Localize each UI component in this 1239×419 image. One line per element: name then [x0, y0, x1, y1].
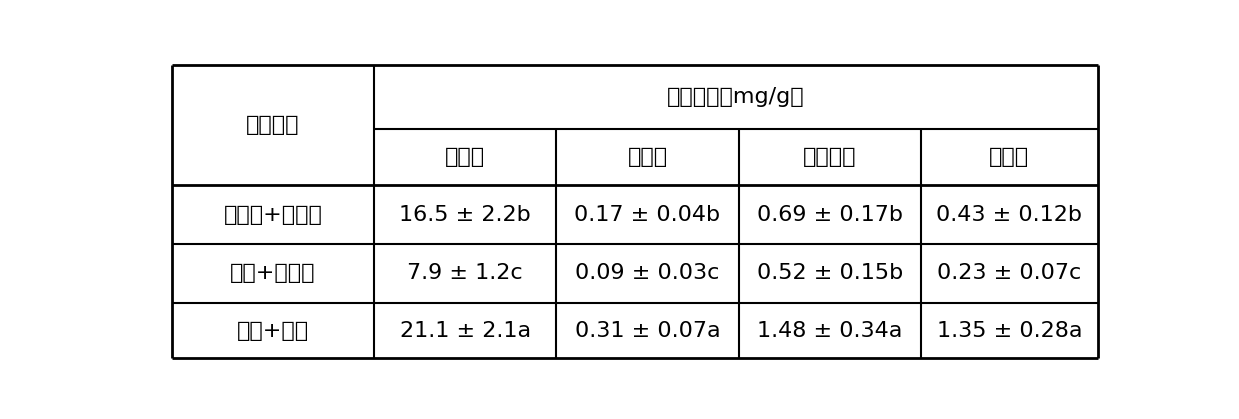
Text: 总黄酮: 总黄酮 [445, 147, 486, 167]
Text: 0.69 ± 0.17b: 0.69 ± 0.17b [757, 204, 903, 225]
Text: 处理方式: 处理方式 [247, 115, 300, 135]
Text: 0.09 ± 0.03c: 0.09 ± 0.03c [575, 263, 720, 283]
Text: 0.23 ± 0.07c: 0.23 ± 0.07c [937, 263, 1082, 283]
Text: 7.9 ± 1.2c: 7.9 ± 1.2c [408, 263, 523, 283]
Text: 21.1 ± 2.1a: 21.1 ± 2.1a [399, 321, 530, 341]
Text: 异槲皮苷: 异槲皮苷 [803, 147, 856, 167]
Text: 槲皮素: 槲皮素 [627, 147, 668, 167]
Text: 1.48 ± 0.34a: 1.48 ± 0.34a [757, 321, 902, 341]
Text: 16.5 ± 2.2b: 16.5 ± 2.2b [399, 204, 532, 225]
Text: 黄酮含量（mg/g）: 黄酮含量（mg/g） [667, 87, 804, 107]
Text: 0.31 ± 0.07a: 0.31 ± 0.07a [575, 321, 720, 341]
Text: 施肥+未环割: 施肥+未环割 [230, 263, 316, 283]
Text: 山奈酚: 山奈酚 [990, 147, 1030, 167]
Text: 0.52 ± 0.15b: 0.52 ± 0.15b [757, 263, 903, 283]
Text: 施肥+环割: 施肥+环割 [237, 321, 309, 341]
Text: 未施肥+未环割: 未施肥+未环割 [223, 204, 322, 225]
Text: 0.43 ± 0.12b: 0.43 ± 0.12b [937, 204, 1083, 225]
Text: 1.35 ± 0.28a: 1.35 ± 0.28a [937, 321, 1082, 341]
Text: 0.17 ± 0.04b: 0.17 ± 0.04b [575, 204, 721, 225]
